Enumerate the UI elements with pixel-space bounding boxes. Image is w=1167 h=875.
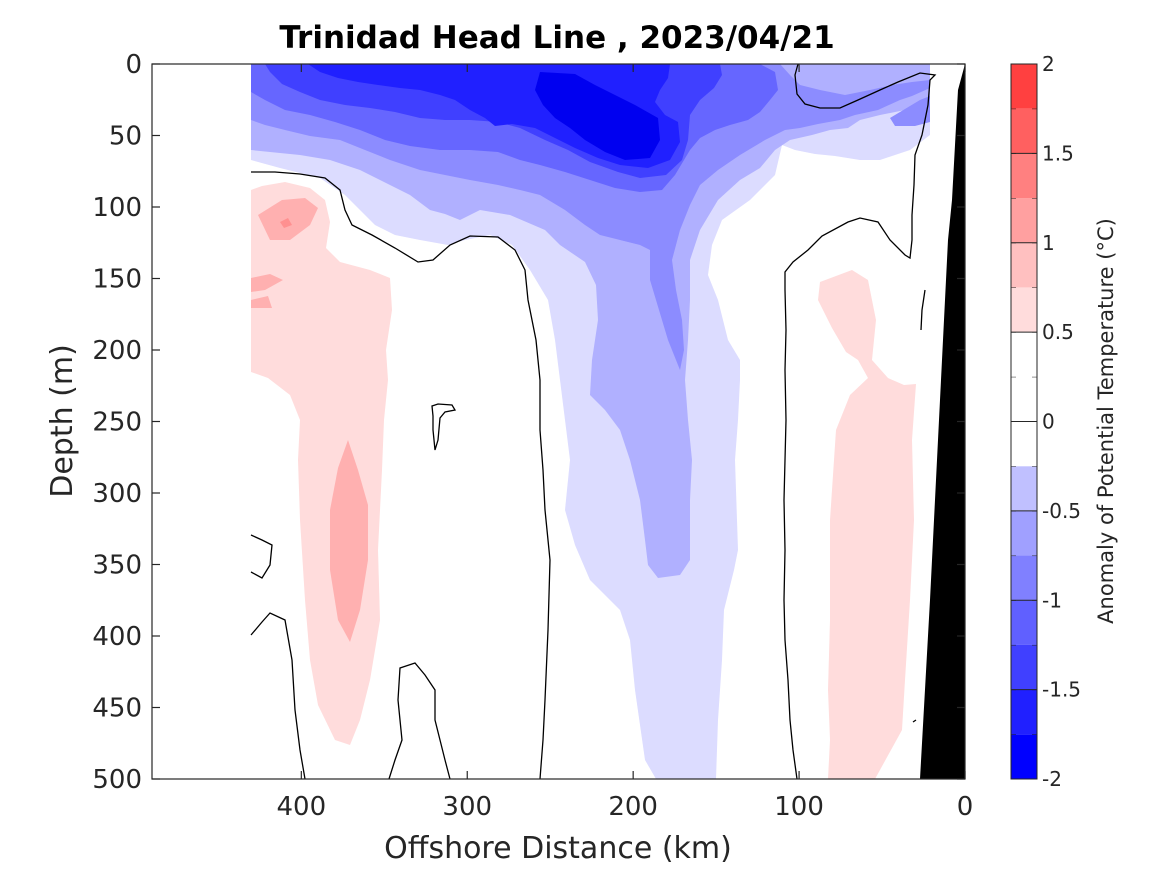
colorbar-band: [1011, 555, 1037, 601]
y-tick-label: 50: [109, 122, 142, 152]
colorbar-band: [1011, 108, 1037, 154]
y-tick-label: 200: [92, 336, 142, 366]
seafloor-shelf: [920, 64, 965, 779]
colorbar-band: [1011, 153, 1037, 199]
colorbar-band: [1011, 689, 1037, 735]
chart-title: Trinidad Head Line , 2023/04/21: [279, 20, 834, 56]
plot-area: 400 300 200 100 0 0 50 100 150 200 250 300 350 400 45…: [92, 50, 973, 822]
y-tick-label: 500: [92, 765, 142, 795]
x-tick-label: 100: [774, 792, 824, 822]
y-tick-label: 450: [92, 694, 142, 724]
colorbar: 2 1.5 1 0.5 0 -0.5 -1 -1.5 -2 Anomaly of Potenti…: [1010, 52, 1118, 791]
contour-field: [152, 63, 965, 780]
zero-contour-8: [912, 719, 917, 723]
colorbar-band: [1011, 287, 1037, 333]
zero-contour-7: [920, 289, 926, 331]
warm-band-nearshore: [818, 270, 916, 779]
y-tick-label: 150: [92, 265, 142, 295]
colorbar-band: [1011, 376, 1037, 422]
colorbar-band: [1011, 421, 1037, 467]
x-tick-label: 200: [608, 792, 658, 822]
colorbar-band: [1011, 198, 1037, 243]
colorbar-tick-label: 0: [1042, 410, 1055, 434]
colorbar-band: [1011, 332, 1037, 377]
colorbar-band: [1011, 600, 1037, 645]
colorbar-tick-label: -0.5: [1042, 499, 1081, 523]
colorbar-bands: [1011, 63, 1037, 779]
colorbar-tick-label: -2: [1042, 767, 1062, 791]
zero-contour-6: [783, 63, 937, 780]
colorbar-tick-label: 0.5: [1042, 320, 1074, 344]
zero-contour-2: [250, 534, 273, 579]
x-tick-label: 0: [957, 792, 974, 822]
x-tick-label: 300: [442, 792, 492, 822]
zero-contour-4: [388, 662, 451, 780]
y-axis-label: Depth (m): [45, 344, 80, 498]
warm-spot-110m-red: [280, 218, 292, 228]
cold-patch-nearshore: [890, 96, 930, 126]
colorbar-tick-label: 1: [1042, 231, 1055, 255]
colorbar-band: [1011, 734, 1037, 779]
colorbar-tick-label: -1.5: [1042, 678, 1081, 702]
x-axis-label: Offshore Distance (km): [384, 831, 732, 866]
warm-spot-150m: [251, 274, 283, 292]
cold-core: [535, 72, 660, 160]
cold-level-2: [251, 64, 930, 578]
y-tick-label: 400: [92, 622, 142, 652]
zero-contour-3: [250, 612, 306, 780]
no-data-region: [152, 64, 251, 779]
y-tick-label: 250: [92, 408, 142, 438]
y-tick-label: 350: [92, 551, 142, 581]
y-tick-label: 100: [92, 193, 142, 223]
y-tick-label: 300: [92, 479, 142, 509]
x-axis: 400 300 200 100 0: [277, 64, 974, 822]
zero-contours: [250, 63, 937, 780]
colorbar-band: [1011, 644, 1037, 690]
colorbar-label: Anomaly of Potential Temperature (°C): [1094, 218, 1118, 624]
x-tick-label: 400: [277, 792, 327, 822]
colorbar-band: [1011, 466, 1037, 511]
colorbar-tick-label: 1.5: [1042, 141, 1074, 165]
y-axis: 0 50 100 150 200 250 300 350 400 450 500: [92, 50, 965, 795]
cold-level-1: [251, 64, 930, 779]
zero-contour-1: [251, 171, 551, 780]
warm-core: [330, 440, 368, 642]
colorbar-band: [1011, 64, 1037, 109]
colorbar-tick-label: -1: [1042, 588, 1062, 612]
warm-spot-175m: [251, 296, 272, 308]
colorbar-tick-label: 2: [1042, 52, 1055, 76]
colorbar-band: [1011, 242, 1037, 288]
y-tick-label: 0: [125, 50, 142, 80]
colorbar-ticks: 2 1.5 1 0.5 0 -0.5 -1 -1.5 -2: [1011, 52, 1081, 791]
colorbar-band: [1011, 510, 1037, 556]
zero-contour-5: [431, 403, 457, 451]
